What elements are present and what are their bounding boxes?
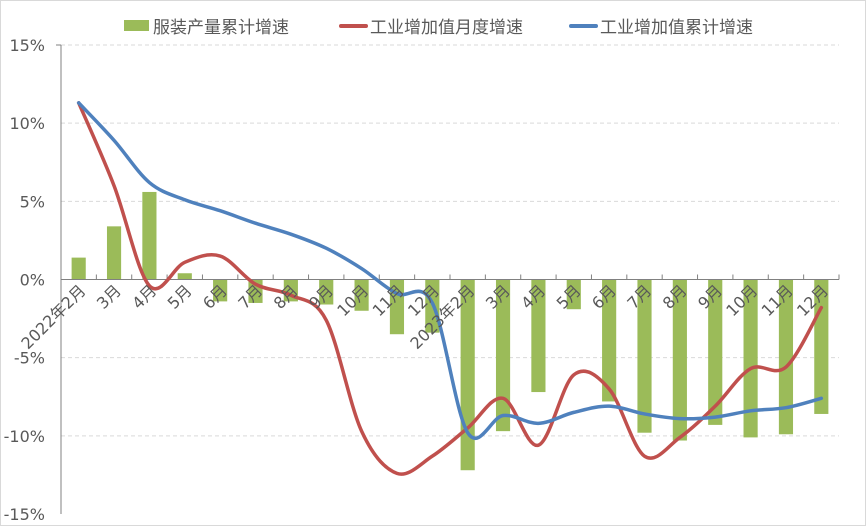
bar (213, 279, 228, 302)
bar (71, 257, 86, 280)
bar (708, 279, 723, 425)
y-tick-label: -5% (14, 349, 45, 368)
y-tick-label: -10% (4, 427, 45, 446)
y-tick-label: 5% (20, 192, 45, 211)
legend-label: 工业增加值累计增速 (600, 18, 753, 38)
bar (106, 226, 122, 280)
bar (637, 279, 652, 433)
x-tick-label: 5月 (164, 281, 196, 313)
bar (566, 279, 581, 310)
x-tick-label: 3月 (93, 281, 125, 313)
cumulative-growth-line (76, 101, 824, 440)
bar (743, 279, 758, 438)
legend-label: 工业增加值月度增速 (370, 18, 523, 38)
y-tick-label: 0% (20, 271, 45, 290)
monthly-growth-line (76, 101, 824, 476)
bar (531, 279, 546, 393)
bar (354, 279, 369, 311)
legend-swatch-bar (124, 20, 149, 31)
legend-label: 服装产量累计增速 (153, 18, 289, 38)
y-tick-label: 15% (9, 36, 45, 55)
x-tick-label: 2022年2月 (17, 281, 89, 353)
bar (319, 279, 334, 305)
bar (778, 279, 794, 435)
bar (602, 279, 617, 402)
bar (495, 279, 511, 432)
bar (177, 273, 192, 280)
y-tick-label: 10% (9, 114, 45, 133)
bar (672, 279, 687, 441)
x-tick-label: 4月 (128, 281, 160, 313)
bar (142, 191, 157, 280)
y-tick-label: -15% (4, 505, 45, 524)
